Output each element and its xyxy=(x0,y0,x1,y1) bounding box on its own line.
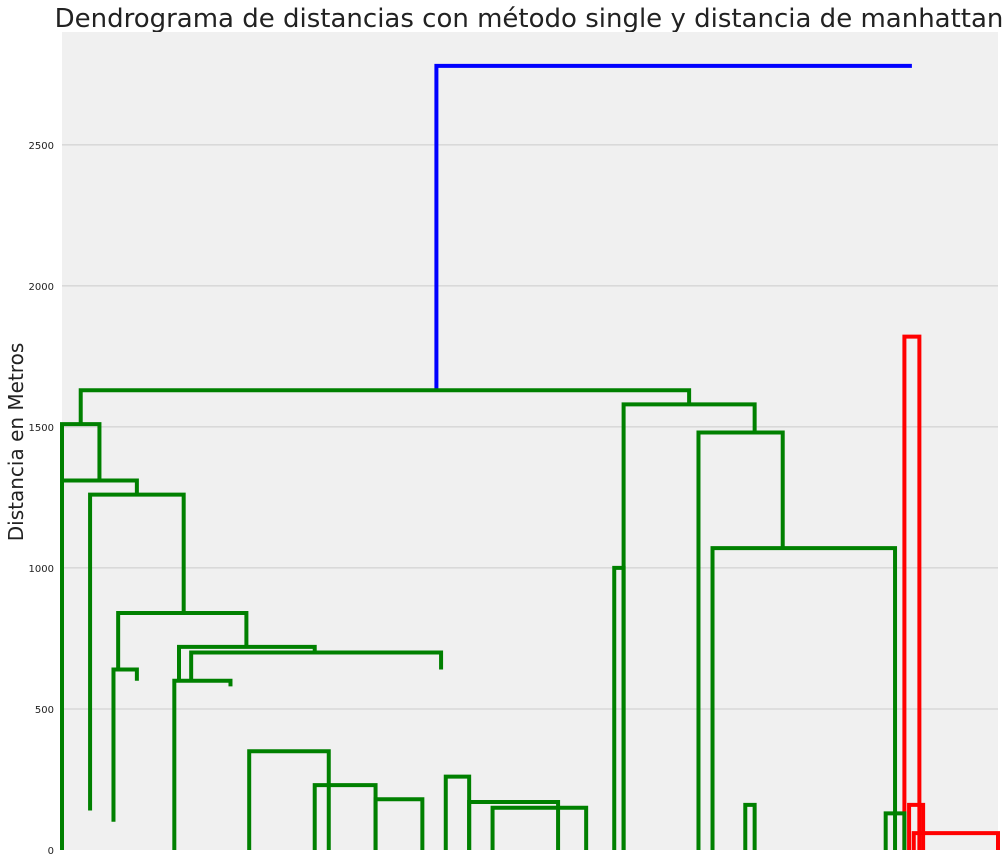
dendrogram-link xyxy=(883,811,907,850)
dendrogram-link xyxy=(490,805,589,850)
chart-title: Dendrograma de distancias con método sin… xyxy=(54,4,1004,34)
y-tick-label: 1000 xyxy=(29,564,54,575)
dendrogram-links xyxy=(60,63,1000,850)
y-tick-label: 1500 xyxy=(29,423,54,434)
dendrogram-link xyxy=(88,492,186,811)
y-tick-label: 2000 xyxy=(29,282,54,293)
grid-lines xyxy=(62,144,998,710)
dendrogram-link xyxy=(172,678,233,850)
dendrogram-link xyxy=(373,797,425,850)
y-tick-label: 500 xyxy=(35,705,54,716)
dendrogram-link xyxy=(78,388,692,425)
dendrogram-link xyxy=(434,63,912,391)
dendrogram-link xyxy=(907,802,926,850)
y-tick-label: 2500 xyxy=(29,141,54,152)
dendrogram-link xyxy=(710,546,898,850)
dendrogram-link xyxy=(743,802,757,850)
dendrogram-link xyxy=(247,749,331,850)
dendrogram-link xyxy=(177,644,317,681)
plot-background xyxy=(62,32,998,850)
dendrogram-link xyxy=(60,478,139,850)
dendrogram-link xyxy=(189,650,444,681)
dendrogram-link xyxy=(116,611,249,670)
dendrogram-link xyxy=(111,667,139,822)
y-tick-labels: 0 500 1000 1500 2000 2500 xyxy=(29,141,54,857)
dendrogram-link xyxy=(911,831,1000,850)
y-tick-label: 0 xyxy=(48,846,54,857)
dendrogram-link xyxy=(467,800,561,850)
dendrogram-link xyxy=(612,565,626,850)
dendrogram-link xyxy=(902,334,922,850)
dendrogram-link xyxy=(696,430,785,850)
